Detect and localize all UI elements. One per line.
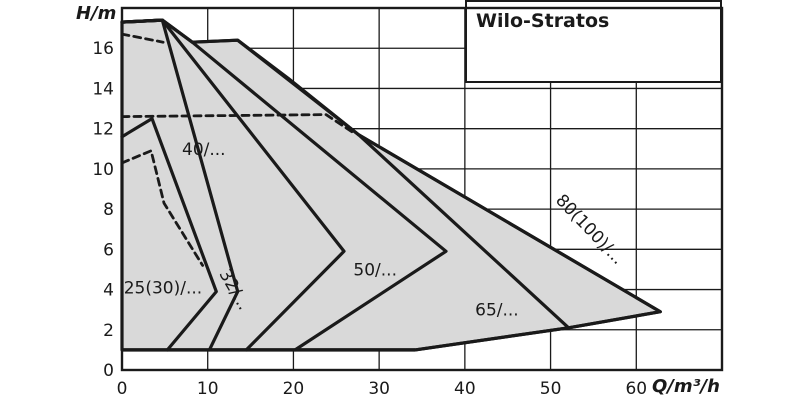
y-tick-label: 2 (103, 321, 114, 341)
curve-25-30 (120, 116, 218, 352)
x-tick-label: 10 (197, 379, 219, 399)
y-tick-label: 12 (92, 120, 114, 140)
title-box: Wilo-Stratos (465, 0, 722, 83)
chart-title: Wilo-Stratos (476, 10, 609, 32)
y-tick-label: 6 (103, 240, 114, 260)
curve-label: 50/... (353, 260, 397, 280)
x-tick-label: 30 (368, 379, 390, 399)
plot-frame (120, 6, 724, 372)
curve-label: 25(30)/... (124, 279, 202, 299)
curve-80-100 (357, 133, 662, 330)
x-tick-label: 0 (117, 379, 128, 399)
y-tick-label: 4 (103, 281, 114, 301)
y-tick-label: 0 (103, 361, 114, 381)
curve-label: 40/... (182, 140, 226, 160)
y-tick-label: 16 (92, 39, 114, 59)
x-tick-label: 20 (283, 379, 305, 399)
y-tick-label: 14 (92, 79, 114, 99)
x-axis-label: Q/m³/h (652, 376, 720, 397)
x-tick-label: 60 (625, 379, 647, 399)
x-tick-labels: 0 10 20 30 40 50 60 (117, 379, 648, 399)
x-tick-label: 40 (454, 379, 476, 399)
curves-layer (120, 18, 662, 352)
dashed-curve (120, 32, 165, 44)
dashed-curve (120, 113, 355, 135)
curve-label: 65/... (475, 301, 519, 321)
y-tick-labels: 0 2 4 6 8 10 12 14 16 (92, 39, 114, 381)
plot-frame-layer (120, 6, 724, 372)
y-tick-label: 10 (92, 160, 114, 180)
dashed-curve (120, 149, 205, 267)
x-tick-label: 50 (540, 379, 562, 399)
y-axis-label: H/m (76, 3, 116, 24)
y-tick-label: 8 (103, 200, 114, 220)
